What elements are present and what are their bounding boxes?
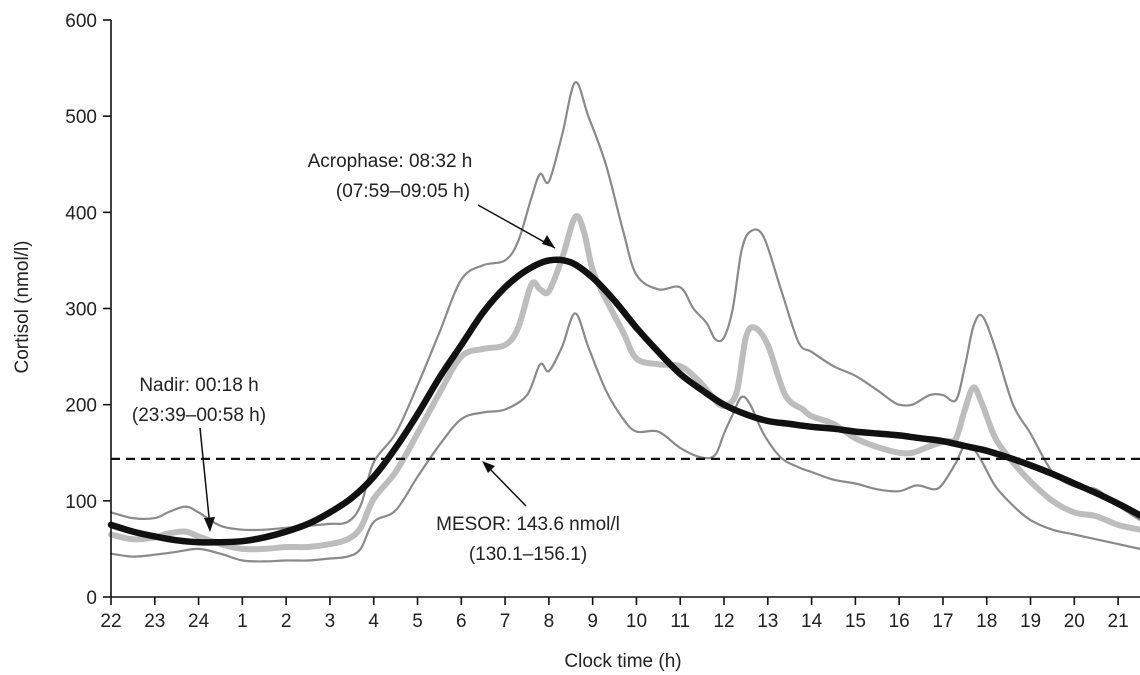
x-tick-label: 8 <box>544 611 555 632</box>
x-tick-label: 22 <box>100 611 121 632</box>
x-tick-label: 3 <box>325 611 336 632</box>
mesor-arrow <box>485 464 527 507</box>
y-axis-title: Cortisol (nmol/l) <box>12 240 33 373</box>
y-tick-label: 300 <box>65 300 97 321</box>
y-tick-label: 500 <box>65 107 97 128</box>
x-tick-label: 9 <box>587 611 598 632</box>
nadir-arrow <box>199 427 211 528</box>
x-tick-label: 6 <box>456 611 467 632</box>
x-tick-label: 18 <box>976 611 997 632</box>
x-tick-label: 19 <box>1020 611 1041 632</box>
x-tick-label: 13 <box>757 611 778 632</box>
nadir-arrowhead <box>204 517 215 532</box>
x-tick-label: 14 <box>801 611 823 632</box>
mesor-label-line2: (130.1–156.1) <box>469 544 587 565</box>
x-tick-label: 16 <box>889 611 910 632</box>
x-tick-label: 5 <box>412 611 423 632</box>
x-tick-label: 1 <box>237 611 248 632</box>
nadir-label-line2: (23:39–00:58 h) <box>132 405 266 426</box>
y-tick-label: 200 <box>65 396 97 417</box>
acrophase-arrowhead <box>542 235 555 248</box>
acrophase-label-line1: Acrophase: 08:32 h <box>308 151 473 172</box>
x-tick-label: 15 <box>845 611 866 632</box>
x-tick-label: 23 <box>144 611 165 632</box>
x-axis-title: Clock time (h) <box>564 651 681 672</box>
y-tick-label: 400 <box>65 203 97 224</box>
plot-series <box>107 81 1140 563</box>
x-tick-label: 21 <box>1108 611 1129 632</box>
x-tick-label: 7 <box>500 611 511 632</box>
x-tick-label: 20 <box>1064 611 1085 632</box>
x-tick-label: 12 <box>713 611 734 632</box>
x-tick-label: 2 <box>281 611 292 632</box>
x-tick-label: 24 <box>188 611 210 632</box>
x-tick-label: 11 <box>670 611 690 632</box>
nadir-label-line1: Nadir: 00:18 h <box>139 375 258 396</box>
x-tick-label: 17 <box>932 611 953 632</box>
mesor-arrowhead <box>482 461 495 473</box>
series-observed-mean <box>108 213 1140 553</box>
acrophase-arrow <box>477 204 556 249</box>
y-tick-label: 600 <box>65 11 97 32</box>
acrophase-label-line2: (07:59–09:05 h) <box>336 181 470 202</box>
mesor-label-line1: MESOR: 143.6 nmol/l <box>436 514 620 535</box>
annotations: Acrophase: 08:32 h (07:59–09:05 h) Nadir… <box>132 151 620 565</box>
y-tick-label: 0 <box>86 588 97 609</box>
series-cosinor-fit <box>107 256 1140 546</box>
x-tick-label: 4 <box>368 611 379 632</box>
series-upper-bound <box>109 81 1140 532</box>
series-lower-bound <box>109 312 1140 563</box>
x-tick-label: 10 <box>626 611 647 632</box>
y-tick-label: 100 <box>65 492 97 513</box>
